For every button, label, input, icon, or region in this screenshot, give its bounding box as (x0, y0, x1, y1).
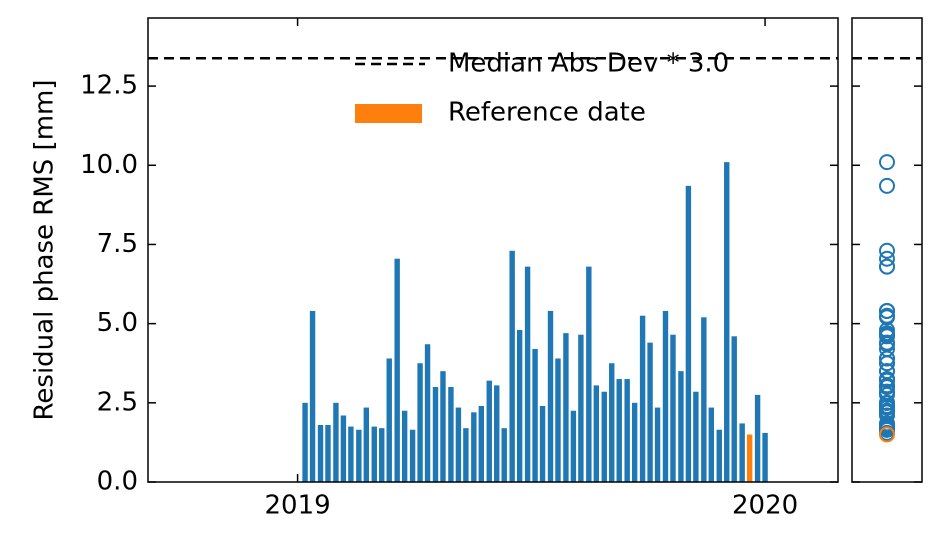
bar (609, 363, 615, 482)
bar (724, 162, 730, 482)
bar (417, 363, 423, 482)
bar (455, 407, 462, 482)
bar (448, 386, 454, 482)
y-tick-label: 10.0 (80, 150, 138, 180)
bar (693, 391, 699, 482)
bar (532, 348, 538, 482)
y-tick-label: 2.5 (97, 387, 138, 417)
bar (563, 333, 569, 482)
bar (509, 250, 515, 482)
bar (379, 428, 385, 482)
y-tick-label: 12.5 (80, 71, 138, 101)
bar (616, 379, 622, 482)
bar (516, 329, 523, 482)
side-point (879, 371, 895, 388)
bar (409, 429, 416, 482)
side-point (879, 355, 895, 372)
bar (478, 405, 485, 482)
side-frame (851, 17, 923, 483)
side-point (879, 328, 895, 345)
bar (348, 426, 354, 482)
legend-label: Reference date (448, 98, 646, 128)
bar (424, 344, 431, 482)
x-tick-label: 2020 (732, 491, 798, 521)
side-point (879, 394, 895, 411)
side-point (879, 334, 895, 351)
bar (762, 432, 768, 482)
side-point (879, 242, 895, 259)
bar (463, 428, 469, 482)
y-tick-label: 0.0 (97, 467, 138, 497)
bar (302, 402, 308, 482)
side-point (879, 302, 895, 319)
bar (486, 380, 492, 482)
side-point (879, 386, 895, 403)
bar (601, 391, 607, 482)
side-point (879, 309, 895, 326)
bar (555, 358, 561, 482)
bar (494, 385, 500, 482)
axes-frame (147, 17, 839, 483)
bar (356, 429, 362, 482)
legend-swatch (355, 104, 422, 123)
side-point (879, 177, 895, 194)
bar (685, 185, 692, 483)
bar (471, 412, 477, 482)
bar (593, 385, 600, 482)
bar (325, 424, 331, 482)
bar (539, 405, 546, 482)
bar (654, 407, 661, 482)
y-tick-label: 5.0 (97, 308, 138, 338)
bar (578, 334, 584, 482)
side-point (879, 258, 895, 275)
bar (701, 317, 707, 482)
bar (739, 423, 745, 482)
x-tick-label: 2019 (265, 491, 331, 521)
bar (386, 358, 392, 482)
bar (333, 402, 339, 482)
bar (631, 402, 638, 482)
bar (547, 310, 554, 482)
bar (670, 334, 676, 482)
side-point (879, 415, 895, 432)
bar (363, 407, 370, 482)
bar (639, 315, 646, 482)
bar (662, 310, 669, 482)
bar (570, 410, 577, 482)
legend-label: Median Abs Dev * 3.0 (448, 49, 729, 79)
y-axis-label: Residual phase RMS [mm] (30, 80, 60, 421)
bar (371, 426, 377, 482)
bar (754, 394, 761, 482)
bar (524, 266, 531, 482)
side-point (879, 363, 895, 380)
side-point (879, 399, 895, 416)
bar (401, 410, 408, 482)
bar (317, 424, 324, 482)
bar (394, 258, 400, 482)
bar (586, 266, 592, 482)
bar (440, 371, 446, 482)
bar (647, 342, 653, 482)
bar (501, 428, 507, 482)
bar (716, 429, 722, 482)
bar (340, 415, 347, 482)
bar (678, 371, 684, 482)
side-point (879, 426, 895, 443)
side-point (879, 154, 895, 171)
bar (746, 434, 753, 482)
bar (708, 407, 715, 482)
y-tick-label: 7.5 (97, 229, 138, 259)
side-point (879, 350, 895, 367)
bar (309, 310, 316, 482)
bar (432, 386, 439, 482)
bar (731, 336, 737, 482)
bar (624, 379, 630, 482)
side-point (879, 250, 895, 267)
